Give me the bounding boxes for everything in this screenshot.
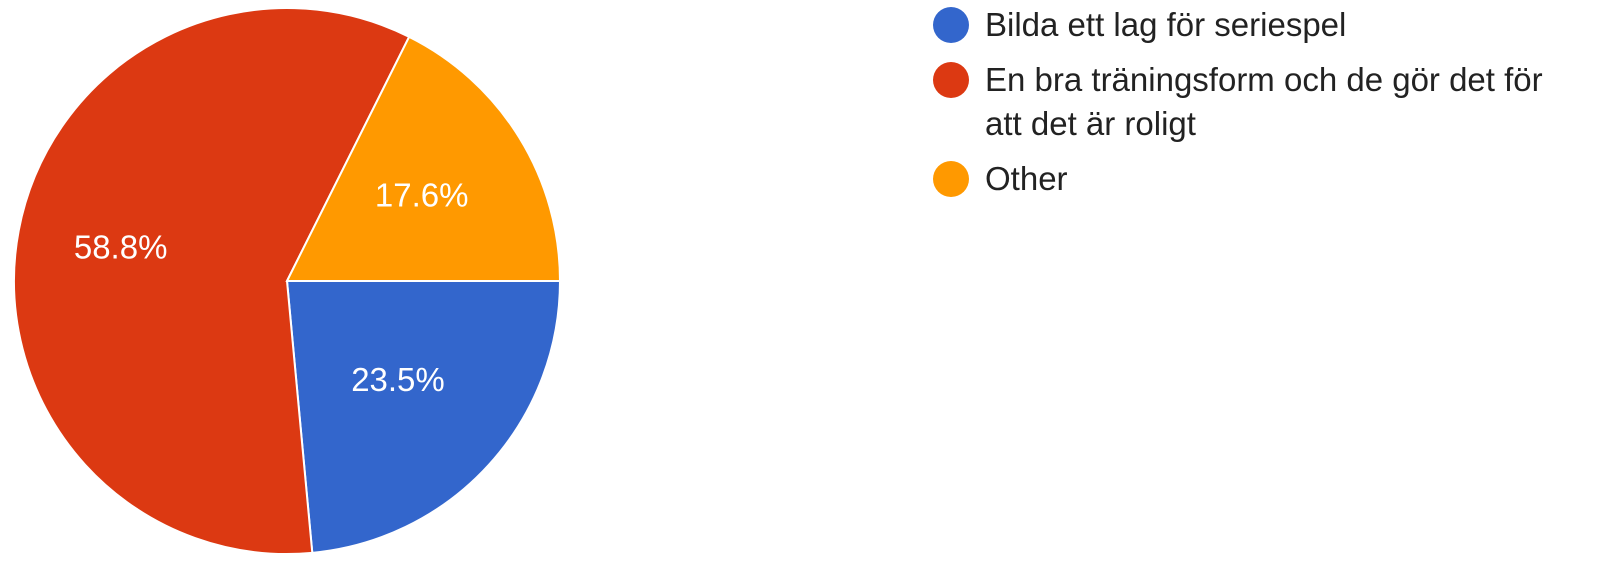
legend-swatch-other <box>933 161 969 197</box>
chart-legend: Bilda ett lag för seriespel En bra träni… <box>930 3 1580 212</box>
slice-label-other: 17.6% <box>375 176 469 213</box>
legend-item-traningsform[interactable]: En bra träningsform och de gör det för a… <box>930 58 1580 146</box>
slice-other[interactable] <box>285 35 562 282</box>
legend-label-bilda: Bilda ett lag för seriespel <box>985 6 1347 43</box>
legend-item-other[interactable]: Other <box>930 157 1580 201</box>
slice-bilda[interactable] <box>285 280 562 554</box>
legend-swatch-bilda <box>933 7 969 43</box>
legend-label-other: Other <box>985 160 1068 197</box>
legend-item-bilda[interactable]: Bilda ett lag för seriespel <box>930 3 1580 47</box>
legend-swatch-traningsform <box>933 62 969 98</box>
legend-label-traningsform: En bra träningsform och de gör det för a… <box>985 61 1543 142</box>
pie-chart: 23.5% 58.8% 17.6% <box>13 7 562 555</box>
slice-traningsform[interactable] <box>13 7 411 555</box>
slice-label-bilda: 23.5% <box>351 361 445 398</box>
slice-label-traningsform: 58.8% <box>74 228 168 265</box>
